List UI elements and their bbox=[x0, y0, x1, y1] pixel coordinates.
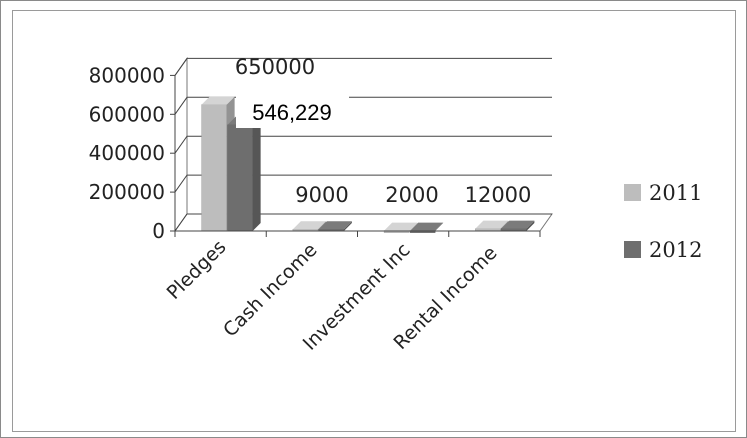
y-tick-label: 800000 bbox=[89, 63, 165, 87]
bar-top-2012-2 bbox=[410, 222, 444, 231]
y-axis-ticks: 0 200000 400000 600000 800000 bbox=[89, 63, 176, 243]
bar-top-2012-1 bbox=[318, 221, 352, 230]
bar-side-2012-2 bbox=[435, 222, 444, 231]
bar-2012-0 bbox=[227, 124, 253, 232]
legend-swatch-2012 bbox=[624, 241, 641, 258]
bar-side-2012-0 bbox=[252, 116, 261, 231]
data-label-2011-3: 12000 bbox=[465, 183, 532, 207]
bar-side-2011-2 bbox=[409, 222, 418, 231]
gridline bbox=[174, 96, 552, 115]
data-label-box bbox=[236, 94, 349, 128]
y-tick-label: 400000 bbox=[89, 141, 165, 165]
bar-side-2012-1 bbox=[343, 221, 352, 231]
data-label-2011-1: 9000 bbox=[295, 183, 348, 207]
legend-label-2012: 2012 bbox=[649, 238, 702, 262]
data-labels: 650000 546,229 9000 2000 12000 bbox=[235, 55, 531, 207]
bar-top-2011-2 bbox=[384, 222, 418, 231]
legend-label-2011: 2011 bbox=[649, 181, 702, 205]
bar-top-2012-3 bbox=[501, 220, 535, 229]
data-label-2011-pledges: 650000 bbox=[235, 55, 315, 79]
gridline bbox=[174, 174, 552, 193]
bar-top-2011-0 bbox=[201, 96, 235, 105]
y-tick-label: 0 bbox=[152, 219, 165, 243]
category-label-0: Pledges bbox=[163, 236, 231, 304]
gridlines bbox=[174, 57, 552, 232]
bar-top-2011-3 bbox=[475, 220, 509, 229]
bar-top-2011-1 bbox=[292, 221, 326, 230]
data-label-2012-pledges: 546,229 bbox=[252, 100, 332, 125]
data-label-2011-2: 2000 bbox=[385, 183, 438, 207]
legend: 2011 2012 bbox=[624, 181, 702, 262]
y-tick-label: 200000 bbox=[89, 180, 165, 204]
category-label-1: Cash Income bbox=[219, 239, 321, 341]
gridline bbox=[174, 213, 552, 232]
bar-2011-0 bbox=[201, 104, 227, 232]
gridline bbox=[174, 135, 552, 154]
legend-swatch-2011 bbox=[624, 184, 641, 201]
gridline bbox=[174, 57, 552, 76]
y-tick-label: 600000 bbox=[89, 102, 165, 126]
bar-side-2012-3 bbox=[526, 220, 535, 231]
